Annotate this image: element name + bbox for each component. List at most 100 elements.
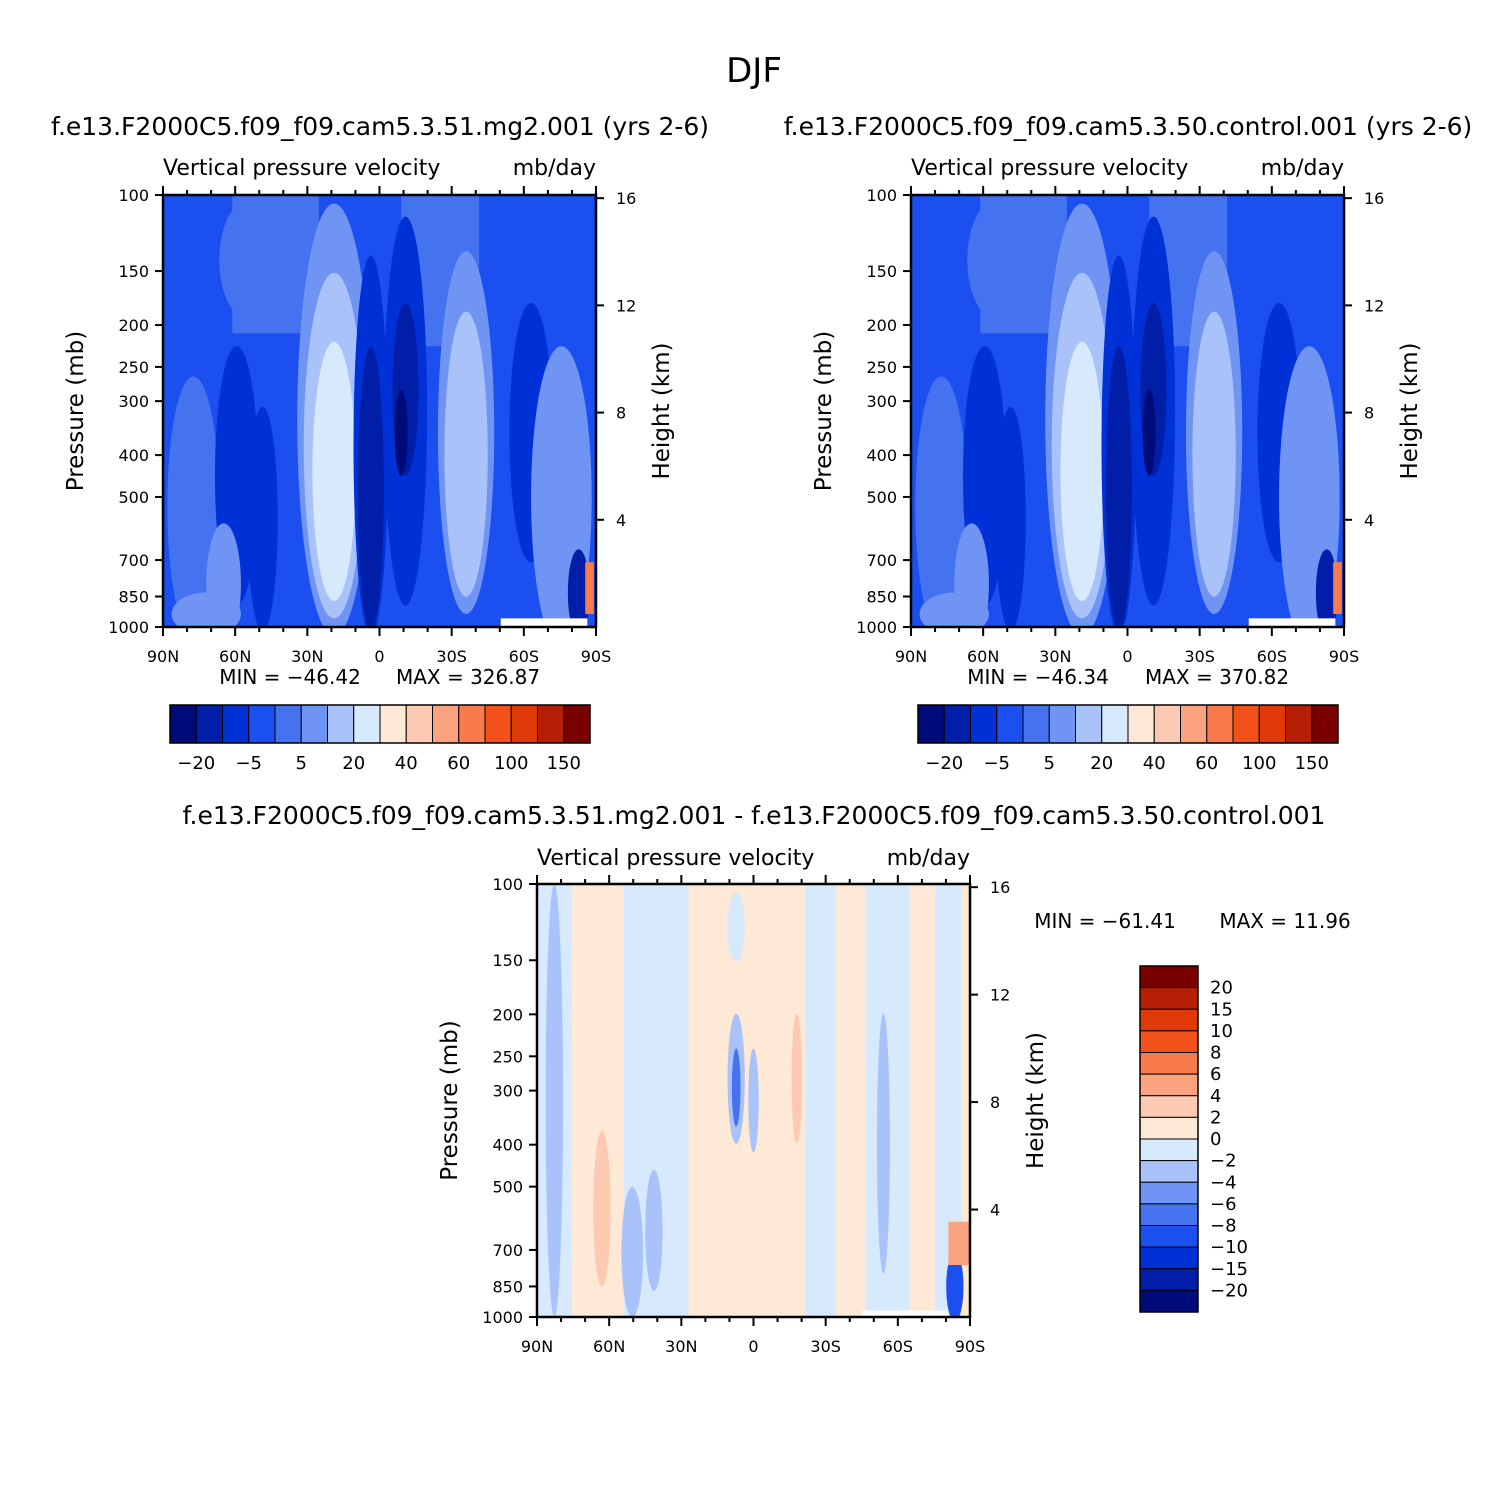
colorbar-label: 5 [1044,753,1055,774]
contour-region [946,1252,964,1317]
colorbar-label: −20 [177,753,215,774]
colorbar-swatch [1232,704,1260,744]
colorbar-label: 2 [1210,1107,1221,1128]
colorbar-swatch [379,704,407,744]
x-tick-label: 30N [665,1337,697,1356]
colorbar-swatch [1139,1052,1199,1075]
colorbar-swatch [943,704,971,744]
x-tick-label: 60N [967,647,999,666]
colorbar-swatch [1139,1138,1199,1162]
colorbar-label: −2 [1210,1151,1237,1172]
colorbar-frame [169,704,591,744]
x-tick-label: 0 [1122,647,1132,666]
contour-region [731,1048,741,1127]
colorbar-swatch [1285,704,1313,744]
colorbar-label: −20 [925,753,963,774]
contour-region [948,1221,970,1266]
contour-fill [537,884,970,1317]
colorbar-label: 40 [395,753,418,774]
contour-region [915,376,968,627]
figure-title: DJF [726,51,782,91]
x-tick-label: 60N [219,647,251,666]
contour-region [727,892,745,962]
y-tick-label: 100 [118,186,149,205]
y-tick-label: 850 [866,588,897,607]
colorbar-label: 40 [1143,753,1166,774]
colorbar-swatch [1139,987,1199,1010]
x-tick-label: 90N [147,647,179,666]
colorbar-label: −5 [235,753,262,774]
colorbar-frame [917,704,1339,744]
colorbar-swatch [274,704,302,744]
y-tick-label: 1000 [108,618,149,637]
x-tick-label: 0 [748,1337,758,1356]
x-tick-label: 90N [521,1337,553,1356]
colorbar-label: −10 [1210,1237,1248,1258]
colorbar-swatch [1258,704,1286,744]
colorbar-swatch [1075,704,1103,744]
colorbar-label: −4 [1210,1172,1237,1193]
colorbar-swatch [1139,1268,1199,1291]
x-tick-label: 90S [955,1337,986,1356]
colorbar-swatch [970,704,998,744]
y2-tick-label: 16 [990,878,1010,897]
colorbar-swatch [1139,1116,1199,1140]
colorbar-swatch [1139,1203,1199,1226]
contour-region [567,549,590,627]
x-tick-label: 60S [509,647,540,666]
contour-region [1192,311,1236,597]
y-tick-label: 500 [118,488,149,507]
contour-region [219,199,280,321]
contour-fill [163,195,596,627]
y-axis-title: Pressure (mb) [811,331,837,491]
y2-tick-label: 4 [616,511,626,530]
y-axis-title: Pressure (mb) [63,331,89,491]
x-tick-label: 60N [593,1337,625,1356]
y-tick-label: 850 [118,588,149,607]
colorbar-swatch [1139,1095,1199,1118]
colorbar-label: −5 [983,753,1010,774]
contour-region [967,199,1028,321]
colorbar-label: 60 [447,753,470,774]
panel-mg2: f.e13.F2000C5.f09_f09.cam5.3.51.mg2.001 … [51,112,709,774]
x-tick-label: 30S [436,647,467,666]
contour-region [545,884,563,1317]
colorbar: −20 −5 5 20 40 60 100 150 [917,704,1339,774]
x-tick-label: 90S [581,647,612,666]
contour-region [861,1310,949,1317]
colorbar-label: 60 [1195,753,1218,774]
colorbar-swatch [195,704,223,744]
colorbar-label: 150 [547,753,581,774]
contour-region [1142,389,1156,476]
contour-region [1315,549,1338,627]
contour-region [247,406,278,627]
colorbar-label: 150 [1295,753,1329,774]
colorbar-swatch [1139,1008,1199,1032]
y2-tick-label: 4 [990,1201,1000,1220]
colorbar-label: 4 [1210,1086,1221,1107]
colorbar-swatch [1311,704,1339,744]
colorbar-label: 20 [1090,753,1113,774]
y2-tick-label: 8 [1364,404,1374,423]
colorbar-swatch [1139,1289,1199,1313]
colorbar-frame [1139,965,1199,1313]
y-axis-title: Pressure (mb) [437,1020,463,1180]
y2-axis-title: Height (km) [1397,342,1423,479]
colorbar-label: −8 [1210,1216,1237,1237]
y-tick-label: 150 [492,951,523,970]
y-tick-label: 250 [492,1047,523,1066]
colorbar-label: −15 [1210,1259,1248,1280]
colorbar-swatch [327,704,355,744]
contour-region [593,1130,611,1287]
min-value: MIN = −46.34 [967,665,1109,689]
contour-region [876,1013,890,1274]
x-tick-label: 30S [1184,647,1215,666]
colorbar-label: 100 [494,753,528,774]
contour-region [394,389,408,476]
colorbar-swatch [1139,1246,1199,1270]
colorbar-swatch [996,704,1024,744]
y-tick-label: 500 [492,1178,523,1197]
colorbar-label: 100 [1242,753,1276,774]
colorbar-swatch [405,704,433,744]
